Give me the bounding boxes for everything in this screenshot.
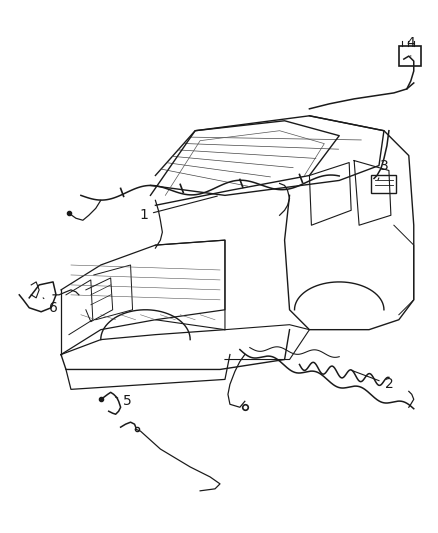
Bar	[371, 175, 396, 193]
Text: 2: 2	[352, 370, 393, 391]
Text: 3: 3	[378, 158, 389, 180]
Text: 4: 4	[406, 36, 415, 56]
Text: 5: 5	[116, 394, 132, 408]
Bar	[399, 46, 421, 66]
Text: 6: 6	[43, 298, 57, 315]
Text: 1: 1	[139, 196, 217, 222]
